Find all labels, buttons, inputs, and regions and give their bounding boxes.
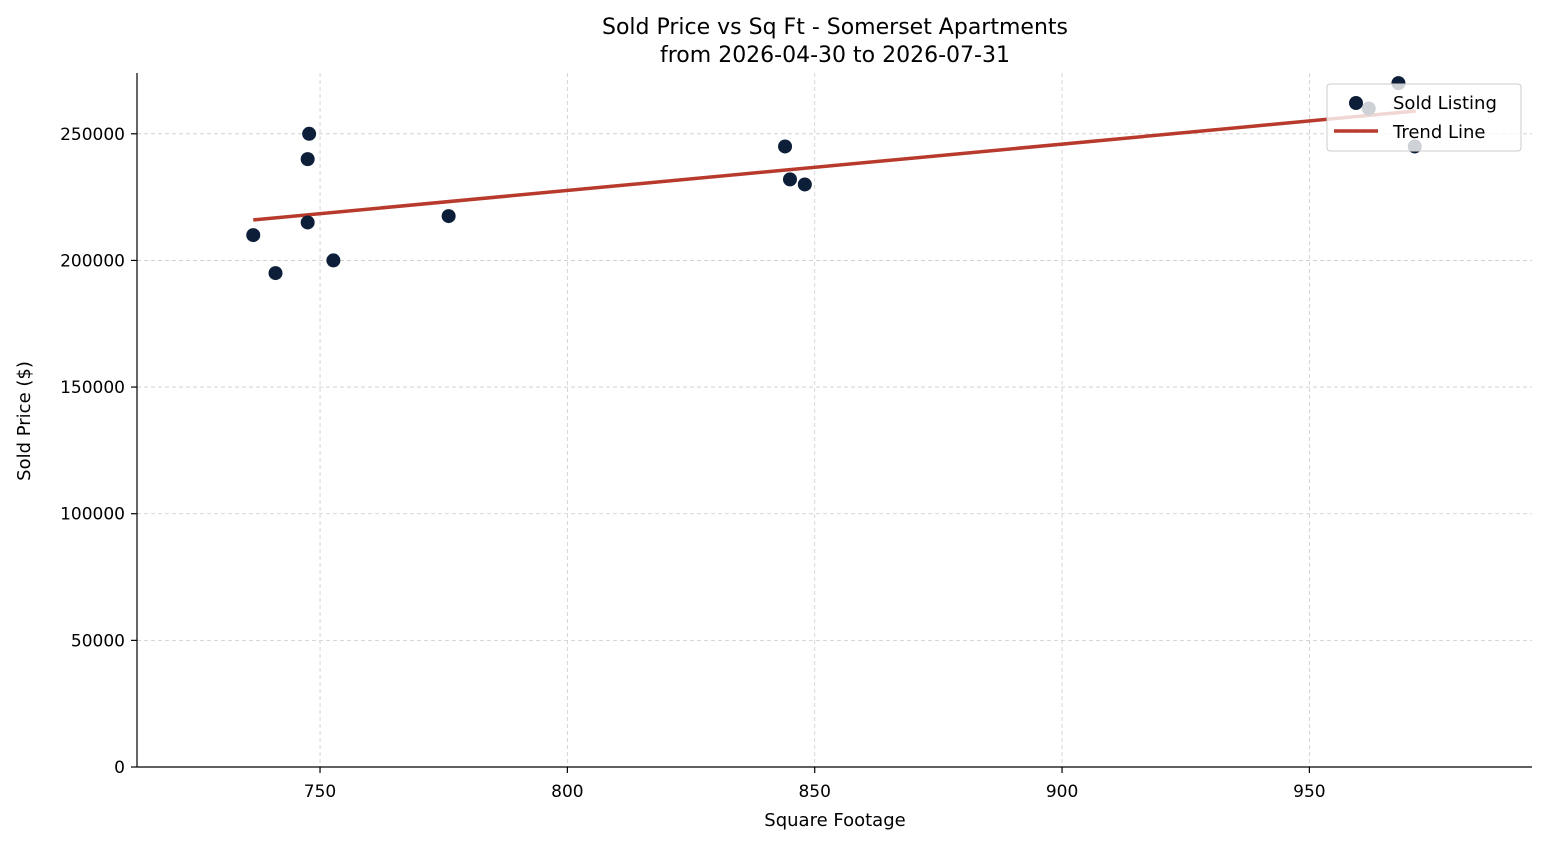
legend: Sold Listing Trend Line <box>1326 83 1522 152</box>
x-tick-label: 800 <box>551 782 583 802</box>
legend-label-trend-line: Trend Line <box>1392 122 1486 143</box>
data-point <box>302 126 317 141</box>
trend-line <box>253 109 1416 222</box>
x-tick-label: 950 <box>1293 782 1325 802</box>
data-point <box>782 172 797 187</box>
data-point <box>778 139 793 154</box>
x-tick-label: 750 <box>304 782 336 802</box>
y-tick-label: 100000 <box>60 505 125 525</box>
y-axis-label: Sold Price ($) <box>14 361 35 481</box>
data-point <box>268 266 283 281</box>
data-point <box>246 228 261 243</box>
legend-box <box>1326 83 1522 152</box>
chart-title-line2: from 2026-04-30 to 2026-07-31 <box>660 43 1010 68</box>
x-tick-label: 900 <box>1046 782 1078 802</box>
grid-layer <box>137 73 1532 768</box>
y-tick-label: 150000 <box>60 378 125 398</box>
x-axis-label: Square Footage <box>764 810 905 831</box>
chart-title-line1: Sold Price vs Sq Ft - Somerset Apartment… <box>602 15 1068 40</box>
data-point <box>300 152 315 167</box>
axes-layer: 750 800 850 900 950 0 50000 100000 150000 200000 2… <box>60 73 1532 802</box>
trend-line-layer <box>253 109 1416 222</box>
data-point <box>326 253 341 268</box>
y-tick-label: 200000 <box>60 251 125 271</box>
y-tick-label: 0 <box>114 758 125 778</box>
x-tick-label: 850 <box>798 782 830 802</box>
points-layer <box>246 76 1422 281</box>
data-point <box>300 215 315 230</box>
legend-marker-sold-listing <box>1349 96 1363 110</box>
y-tick-label: 50000 <box>71 631 125 651</box>
y-tick-label: 250000 <box>60 125 125 145</box>
data-point <box>797 177 812 192</box>
legend-label-sold-listing: Sold Listing <box>1393 93 1497 114</box>
data-point <box>441 209 456 224</box>
